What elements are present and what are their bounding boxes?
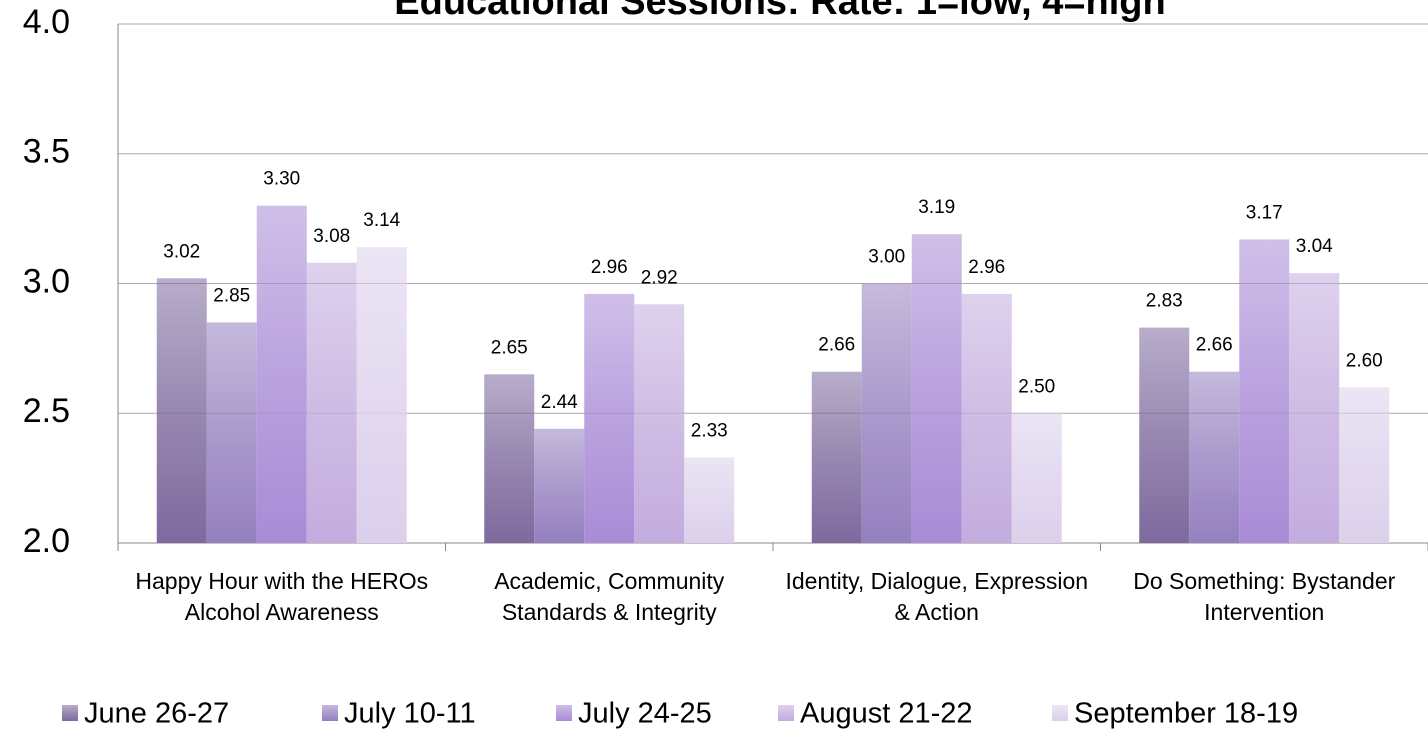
data-label: 2.96 — [591, 257, 628, 278]
legend-label: July 10-11 — [344, 698, 476, 730]
y-tick-label: 2.0 — [23, 522, 70, 560]
bar — [1339, 387, 1390, 543]
bar — [1239, 239, 1290, 543]
chart-title: Educational Sessions: Rate: 1=low, 4=hig… — [394, 0, 1165, 23]
bar — [206, 322, 257, 543]
x-tick-label: Do Something: Bystander Intervention — [1133, 568, 1396, 625]
data-label: 2.60 — [1346, 350, 1383, 371]
y-tick-label: 2.5 — [23, 392, 70, 430]
y-tick-label: 3.5 — [23, 133, 70, 171]
legend-swatch — [556, 705, 572, 721]
legend-swatch — [778, 705, 794, 721]
bar — [156, 278, 207, 543]
bar — [911, 234, 962, 543]
data-label: 2.65 — [491, 337, 528, 358]
data-label: 2.66 — [818, 335, 855, 356]
x-tick-label: Happy Hour with the HEROs Alcohol Awaren… — [135, 568, 429, 625]
data-label: 3.30 — [263, 169, 300, 190]
x-tick-label: Identity, Dialogue, Expression & Action — [785, 568, 1089, 625]
bar — [256, 205, 307, 543]
data-label: 2.44 — [541, 392, 578, 413]
data-label: 3.02 — [163, 241, 200, 262]
legend-swatch — [1052, 705, 1068, 721]
legend-label: June 26-27 — [84, 698, 229, 730]
data-label: 3.14 — [363, 210, 400, 231]
bar — [1011, 413, 1062, 543]
data-label: 3.04 — [1296, 236, 1333, 257]
y-tick-label: 4.0 — [23, 3, 70, 41]
data-label: 3.19 — [918, 197, 955, 218]
data-label: 2.66 — [1196, 335, 1233, 356]
y-tick-label: 3.0 — [23, 262, 70, 300]
legend-label: August 21-22 — [800, 698, 973, 730]
bar — [1289, 273, 1340, 543]
bar — [1189, 371, 1240, 543]
legend-swatch — [62, 705, 78, 721]
data-label: 2.92 — [641, 267, 678, 288]
bar — [961, 293, 1012, 543]
data-label: 3.08 — [313, 226, 350, 247]
data-label: 3.17 — [1246, 202, 1283, 223]
bar — [356, 247, 407, 544]
x-tick-label: Academic, Community Standards & Integrit… — [494, 568, 725, 625]
data-label: 2.96 — [968, 257, 1005, 278]
data-label: 2.33 — [691, 420, 728, 441]
legend-swatch — [322, 705, 338, 721]
legend-label: September 18-19 — [1074, 698, 1298, 730]
bar — [306, 262, 357, 543]
legend-label: July 24-25 — [578, 698, 712, 730]
bar — [811, 371, 862, 543]
data-label: 2.85 — [213, 285, 250, 306]
bar — [861, 283, 912, 543]
bar — [584, 293, 635, 543]
bar — [684, 457, 735, 543]
bar — [484, 374, 535, 543]
data-label: 2.83 — [1146, 291, 1183, 312]
data-label: 3.00 — [868, 247, 905, 268]
bar — [634, 304, 685, 543]
bar — [1139, 327, 1190, 543]
data-label: 2.50 — [1018, 376, 1055, 397]
bar — [534, 428, 585, 543]
